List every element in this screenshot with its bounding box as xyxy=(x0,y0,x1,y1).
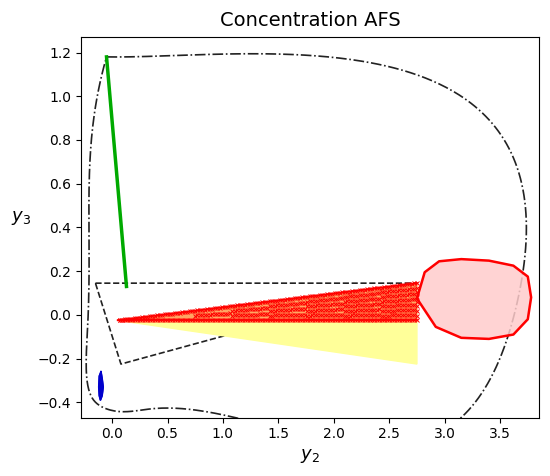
Y-axis label: $y_3$: $y_3$ xyxy=(11,209,31,228)
X-axis label: $y_2$: $y_2$ xyxy=(300,447,320,465)
Polygon shape xyxy=(417,259,531,339)
Polygon shape xyxy=(99,372,103,400)
Polygon shape xyxy=(118,283,417,364)
Title: Concentration AFS: Concentration AFS xyxy=(219,11,400,30)
Polygon shape xyxy=(118,283,417,320)
